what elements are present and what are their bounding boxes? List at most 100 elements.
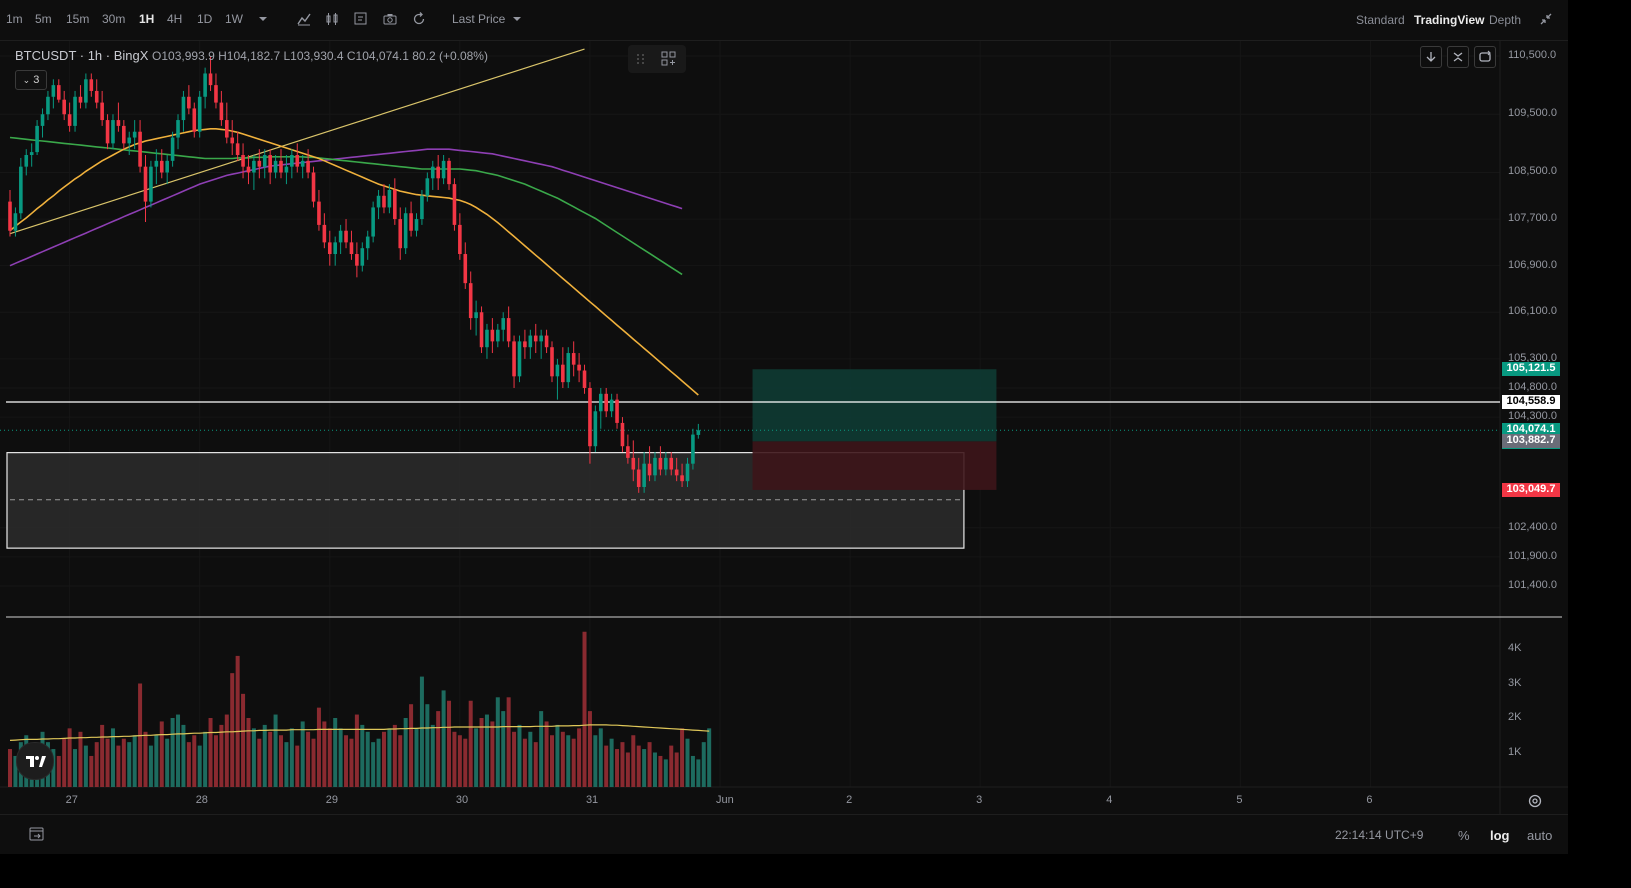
volume-bar [452, 731, 457, 787]
candle-body [284, 166, 289, 173]
candle-body [544, 335, 549, 348]
timeframe-30m[interactable]: 30m [102, 12, 126, 26]
candle-body [40, 114, 45, 126]
volume-bar [685, 738, 690, 787]
candle-body [225, 120, 229, 138]
volume-bar [241, 693, 246, 787]
indicators-icon[interactable] [296, 11, 312, 27]
candle-body [13, 213, 18, 231]
timeframe-1w[interactable]: 1W [225, 12, 243, 26]
volume-bar [539, 711, 544, 787]
candle-body [132, 131, 137, 138]
reset-icon[interactable] [411, 11, 427, 27]
candle-body [496, 329, 500, 342]
expand-button[interactable] [1447, 46, 1469, 68]
volume-bar [560, 731, 565, 787]
volume-bar [83, 745, 88, 787]
time-axis-label: 30 [455, 794, 469, 806]
timeframe-15m[interactable]: 15m [66, 12, 90, 26]
timeframe-1m[interactable]: 1m [6, 12, 23, 26]
price-tag-value: 103,882.7 [1506, 434, 1556, 447]
view-mode-tradingview[interactable]: TradingView [1414, 13, 1485, 27]
volume-bar [647, 742, 652, 787]
candle-body [582, 370, 587, 388]
candle-body [533, 335, 538, 342]
settings-gear-icon[interactable] [1527, 793, 1543, 809]
percent-toggle[interactable]: % [1458, 828, 1470, 843]
volume-bar [414, 728, 419, 787]
candle-body [539, 335, 543, 342]
volume-bar [110, 728, 115, 787]
candle-body [685, 463, 690, 482]
candle-body [647, 463, 652, 476]
candle-body [376, 195, 381, 208]
price-axis-label: 108,500.0 [1508, 165, 1557, 178]
volume-bar [251, 728, 256, 787]
candle-body [674, 469, 679, 476]
volume-bar [67, 728, 72, 787]
volume-bar [398, 735, 403, 787]
tradingview-logo[interactable] [16, 742, 54, 780]
floating-toolbar[interactable] [628, 45, 686, 73]
candle-body [262, 155, 267, 167]
volume-bar [322, 721, 327, 787]
timeframe-1d[interactable]: 1D [197, 12, 213, 26]
volume-bar [696, 759, 701, 787]
candle-body [51, 85, 56, 97]
candle-body [116, 120, 121, 126]
candle-body [192, 108, 197, 132]
calendar-goto-icon[interactable] [28, 825, 46, 843]
indicator-toggle[interactable]: ⌄ 3 [15, 70, 47, 90]
view-mode-depth[interactable]: Depth [1489, 13, 1522, 27]
price-source-select[interactable]: Last Price [452, 12, 506, 26]
volume-bar [213, 735, 218, 787]
candle-body [349, 242, 354, 255]
chevron-down-icon: ⌄ [22, 75, 31, 85]
candle-body [29, 152, 34, 156]
price-chart[interactable] [0, 41, 1568, 814]
refresh-button[interactable] [1474, 46, 1496, 68]
clock-timezone[interactable]: 22:14:14 UTC+9 [1335, 828, 1424, 842]
volume-bar [100, 724, 105, 787]
auto-toggle[interactable]: auto [1527, 828, 1553, 843]
volume-bar [8, 749, 12, 787]
candle-body [571, 353, 576, 365]
legend-symbol: BTCUSDT · 1h · BingX [15, 48, 149, 63]
timeframe-dropdown-icon[interactable] [255, 11, 271, 27]
price-source-chevron-icon[interactable] [509, 11, 525, 27]
volume-bar [582, 631, 587, 787]
volume-bar [192, 735, 197, 787]
candle-body [512, 341, 516, 377]
collapse-icon[interactable] [1538, 11, 1554, 27]
log-toggle[interactable]: log [1490, 828, 1510, 843]
drag-handle-icon[interactable] [634, 52, 648, 66]
price-tag: 104,558.9 [1502, 395, 1560, 410]
timeframe-4h[interactable]: 4H [167, 12, 183, 26]
camera-icon[interactable] [382, 11, 398, 27]
candle-body [452, 184, 457, 225]
ma-slow-line [9, 148, 683, 267]
timeframe-5m[interactable]: 5m [35, 12, 52, 26]
templates-icon[interactable] [353, 11, 369, 27]
candle-body [501, 318, 506, 330]
volume-bar [78, 731, 83, 787]
candle-body [197, 96, 202, 132]
volume-bar [289, 728, 294, 787]
view-mode-standard[interactable]: Standard [1356, 13, 1405, 27]
candle-body [577, 364, 581, 371]
price-axis-label: 110,500.0 [1508, 49, 1557, 61]
candle-body [24, 155, 29, 167]
volume-bar [360, 724, 365, 787]
candle-style-icon[interactable] [324, 11, 340, 27]
volume-bar [566, 735, 571, 787]
candle-body [138, 131, 142, 167]
price-axis-label: 105,300.0 [1508, 351, 1557, 364]
scroll-down-button[interactable] [1420, 46, 1442, 68]
candle-body [528, 335, 533, 348]
volume-bar [121, 738, 126, 787]
volume-bar [208, 718, 213, 787]
candle-body [257, 160, 262, 167]
layout-grid-icon[interactable] [660, 50, 678, 68]
candle-body [73, 96, 77, 126]
timeframe-1h[interactable]: 1H [139, 12, 155, 26]
